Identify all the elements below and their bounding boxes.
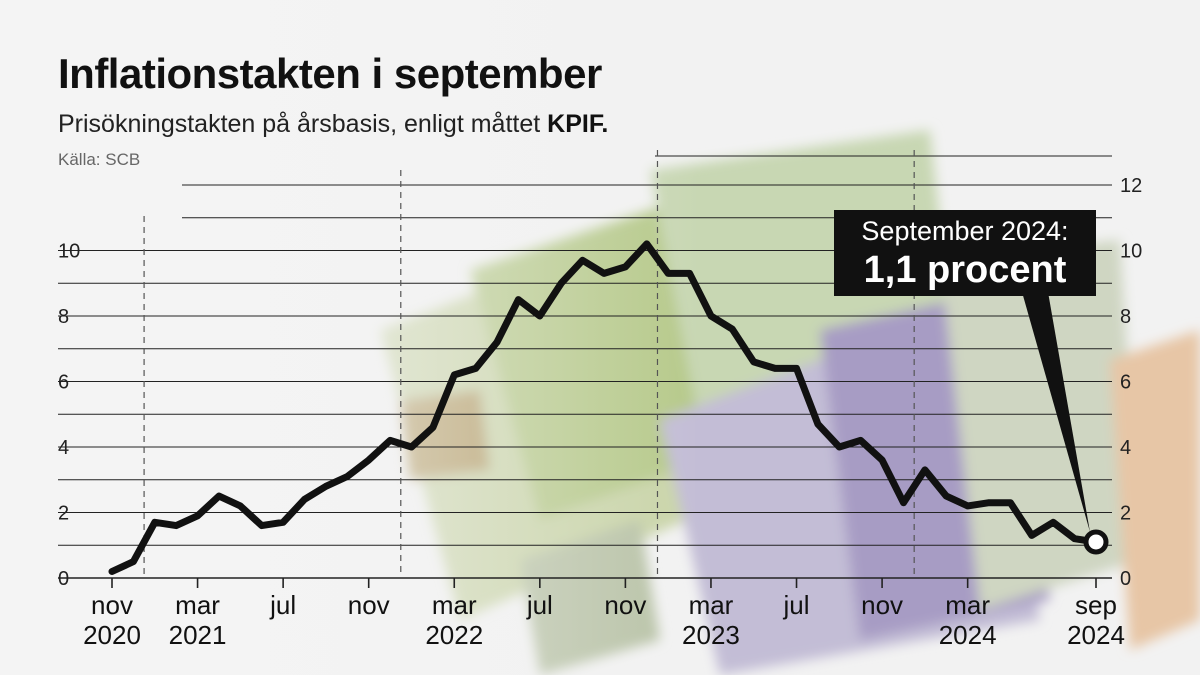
x-tick-label-year: 2024 <box>1067 620 1125 650</box>
source-label: Källa: SCB <box>58 150 141 169</box>
x-tick-label-year: 2020 <box>83 620 141 650</box>
y-tick-label-right: 4 <box>1120 437 1131 459</box>
y-tick-label-right: 0 <box>1120 568 1131 590</box>
highlight-point <box>1083 529 1109 555</box>
x-tick-label-month: mar <box>175 590 220 620</box>
x-tick-label-month: nov <box>348 590 390 620</box>
x-tick-label-month: jul <box>783 590 810 620</box>
x-tick-label-month: nov <box>604 590 646 620</box>
x-tick-label-month: sep <box>1075 590 1117 620</box>
y-tick-label-left: 2 <box>58 503 69 525</box>
page-title: Inflationstakten i september <box>58 50 602 97</box>
callout-line2: 1,1 procent <box>863 249 1067 291</box>
x-tick-label-month: mar <box>432 590 477 620</box>
y-tick-label-right: 2 <box>1120 503 1131 525</box>
y-tick-label-right: 8 <box>1120 306 1131 328</box>
y-tick-label-right: 12 <box>1120 175 1142 197</box>
x-tick-label-month: jul <box>526 590 553 620</box>
callout-box: September 2024: 1,1 procent <box>834 210 1096 296</box>
y-tick-label-left: 10 <box>58 241 80 263</box>
callout-line1: September 2024: <box>861 216 1069 246</box>
x-tick-label-month: nov <box>91 590 133 620</box>
y-tick-label-right: 6 <box>1120 372 1131 394</box>
x-tick-label-year: 2021 <box>169 620 227 650</box>
y-tick-label-right: 10 <box>1120 241 1142 263</box>
x-tick-label-year: 2023 <box>682 620 740 650</box>
x-tick-label-year: 2022 <box>425 620 483 650</box>
x-tick-label-month: mar <box>945 590 990 620</box>
y-tick-label-left: 4 <box>58 437 69 459</box>
callout-pointer <box>1022 292 1090 532</box>
series-line-kpif <box>108 240 1100 575</box>
y-tick-label-left: 0 <box>58 568 69 590</box>
x-tick-label-month: mar <box>689 590 734 620</box>
page-subtitle: Prisökningstakten på årsbasis, enligt må… <box>58 110 608 139</box>
x-tick-label-year: 2024 <box>939 620 997 650</box>
y-tick-label-left: 8 <box>58 306 69 328</box>
x-tick-label-month: jul <box>269 590 296 620</box>
subtitle-text: Prisökningstakten på årsbasis, enligt må… <box>58 110 541 138</box>
y-tick-label-left: 6 <box>58 372 69 394</box>
subtitle-bold: KPIF. <box>547 110 609 138</box>
x-tick-label-month: nov <box>861 590 903 620</box>
